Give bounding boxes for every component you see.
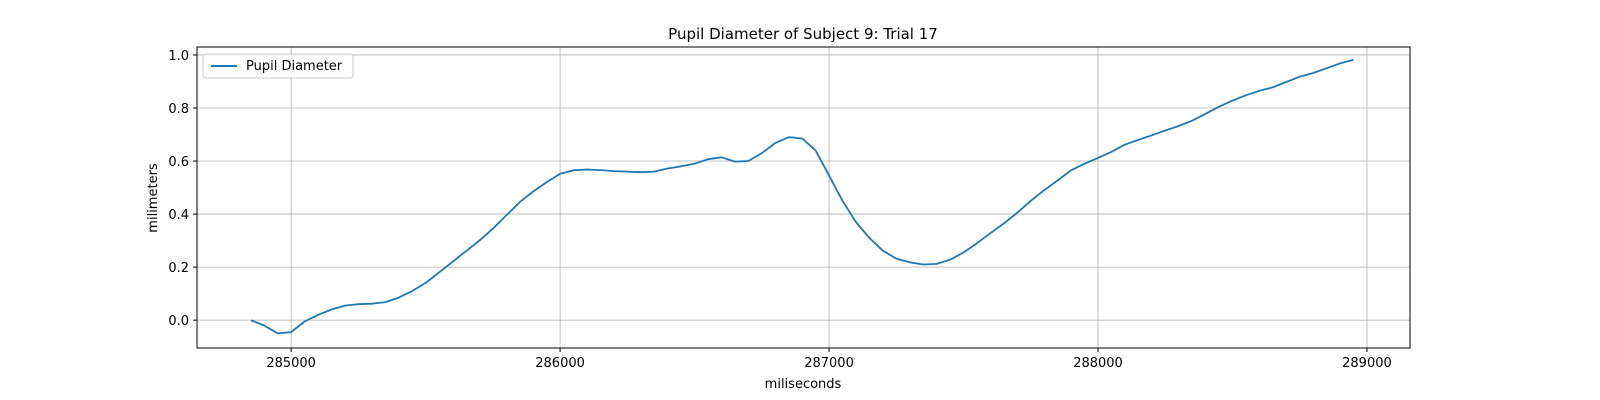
- ticks: 285000 286000 287000 288000 289000 0.0 0.2 0.4 0…: [168, 49, 1391, 371]
- y-tick-label: 0.4: [168, 208, 189, 223]
- y-tick-label: 1.0: [168, 49, 189, 64]
- x-tick-label: 285000: [266, 356, 316, 371]
- grid: [197, 47, 1410, 348]
- legend-label: Pupil Diameter: [246, 59, 343, 74]
- y-tick-label: 0.8: [168, 102, 189, 117]
- y-tick-label: 0.6: [168, 155, 189, 170]
- x-tick-label: 289000: [1342, 356, 1392, 371]
- legend-box: [202, 53, 354, 79]
- x-tick-label: 287000: [804, 356, 854, 371]
- y-tick-label: 0.2: [168, 261, 189, 276]
- x-axis-label: miliseconds: [765, 377, 842, 392]
- x-tick-label: 288000: [1073, 356, 1123, 371]
- plot-frame: [196, 46, 1411, 349]
- chart-title: Pupil Diameter of Subject 9: Trial 17: [668, 25, 938, 43]
- series-line-pupil-diameter: [250, 58, 1354, 335]
- y-tick-label: 0.0: [168, 314, 189, 329]
- y-axis-label: milimeters: [146, 163, 161, 233]
- series-layer: [250, 58, 1354, 335]
- legend: Pupil Diameter: [202, 53, 354, 79]
- x-tick-label: 286000: [535, 356, 585, 371]
